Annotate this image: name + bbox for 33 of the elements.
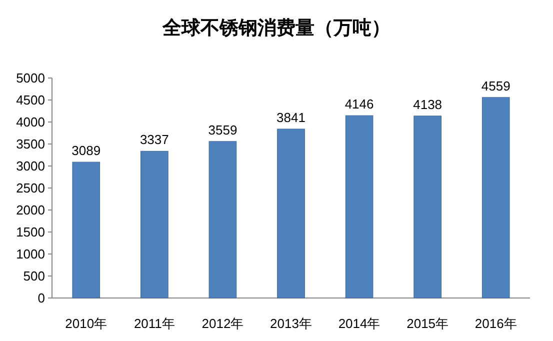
x-tick-label: 2016年 bbox=[474, 316, 517, 331]
y-tick-label: 2500 bbox=[16, 180, 45, 196]
data-label: 3337 bbox=[140, 132, 169, 148]
bar bbox=[277, 128, 305, 298]
bar bbox=[345, 115, 374, 298]
y-tick-label: 4500 bbox=[16, 92, 45, 108]
chart-title: 全球不锈钢消费量（万吨） bbox=[162, 17, 390, 39]
y-tick-label: 500 bbox=[23, 268, 45, 284]
bar bbox=[482, 97, 510, 298]
y-tick-label: 1000 bbox=[16, 246, 45, 262]
bar bbox=[72, 162, 100, 298]
data-label: 4146 bbox=[344, 96, 374, 112]
x-tick-label: 2013年 bbox=[270, 316, 312, 331]
data-label: 3841 bbox=[276, 110, 306, 125]
y-tick-label: 3500 bbox=[16, 136, 45, 152]
data-label: 4559 bbox=[481, 78, 510, 94]
y-tick-label: 1500 bbox=[16, 224, 45, 240]
x-tick-label: 2015年 bbox=[406, 316, 449, 331]
data-label: 3089 bbox=[72, 143, 101, 158]
x-tick-label: 2010年 bbox=[65, 316, 108, 331]
bar bbox=[208, 141, 237, 298]
x-tick-label: 2012年 bbox=[202, 316, 244, 331]
y-tick-label: 2000 bbox=[16, 202, 45, 218]
bar bbox=[140, 150, 168, 298]
data-label: 4138 bbox=[413, 96, 442, 112]
y-tick-label: 3000 bbox=[16, 158, 45, 174]
y-tick-label: 4000 bbox=[16, 114, 45, 130]
x-tick-label: 2014年 bbox=[338, 316, 380, 331]
x-tick-label: 2011年 bbox=[134, 316, 175, 331]
data-label: 3559 bbox=[208, 122, 238, 138]
y-tick-label: 5000 bbox=[16, 70, 45, 86]
bar bbox=[414, 116, 442, 298]
y-tick-label: 0 bbox=[38, 290, 45, 306]
